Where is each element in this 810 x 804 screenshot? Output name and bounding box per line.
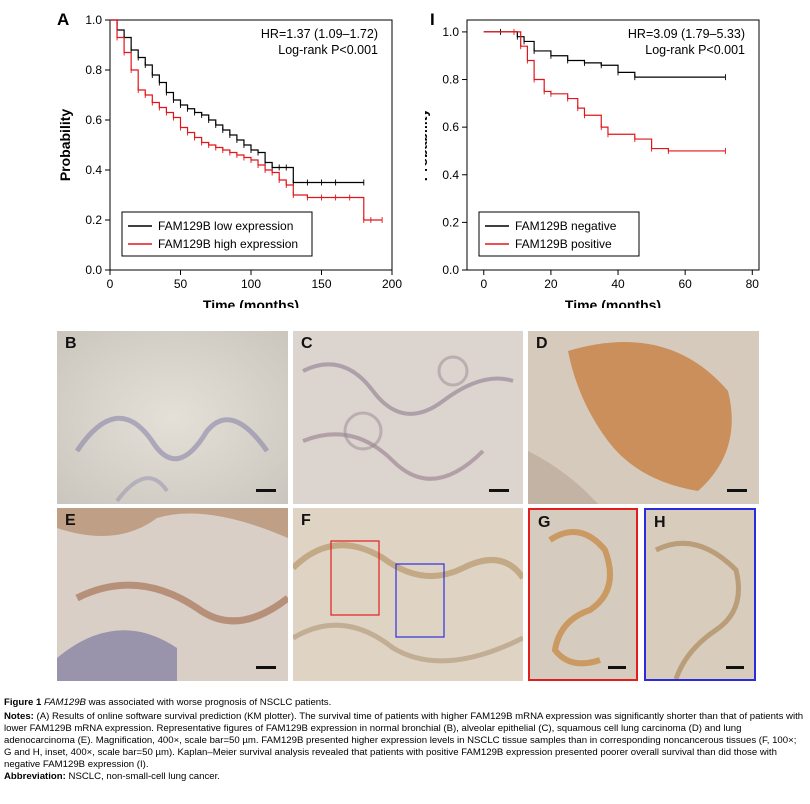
scale-bar (256, 666, 276, 669)
x-tick-label: 150 (311, 277, 331, 291)
legend-box (121, 211, 313, 257)
micrograph-g-image (530, 510, 636, 679)
scale-bar (608, 666, 626, 669)
micrograph-f-image (293, 508, 523, 681)
abbreviation-text: NSCLC, non-small-cell lung cancer. (65, 771, 220, 782)
y-tick-label: 0.8 (85, 63, 102, 77)
hazard-ratio-text: HR=1.37 (1.09–1.72) (261, 27, 378, 41)
micrograph-c: C (293, 331, 523, 504)
y-tick-label: 1.0 (85, 13, 102, 27)
y-tick-label: 0.4 (442, 168, 459, 182)
x-tick-label: 100 (241, 277, 261, 291)
y-tick-label: 0.6 (85, 113, 102, 127)
micrograph-e-image (57, 508, 288, 681)
km-curve-red (110, 19, 383, 221)
notes-label: Notes: (4, 711, 34, 722)
inset-box-g (330, 540, 380, 616)
panel-label-h: H (654, 514, 666, 531)
y-axis-label: Probability (57, 109, 73, 182)
micrograph-h: H (644, 508, 756, 681)
panel-label-f: F (301, 512, 311, 529)
legend-label: FAM129B low expression (158, 219, 293, 233)
y-tick-label: 0.8 (442, 73, 459, 87)
y-tick-label: 0.4 (85, 163, 102, 177)
abbreviation-label: Abbreviation: (4, 771, 66, 782)
scale-bar (489, 489, 509, 492)
micrograph-b: B (57, 331, 288, 504)
y-tick-label: 0.2 (85, 213, 102, 227)
x-tick-label: 0 (107, 277, 114, 291)
figure-label: Figure 1 (4, 697, 42, 708)
legend-label: FAM129B high expression (158, 237, 298, 251)
micrograph-c-image (293, 331, 523, 504)
x-tick-label: 20 (544, 277, 558, 291)
legend-label: FAM129B negative (515, 219, 617, 233)
panel-label-d: D (536, 335, 548, 352)
legend-label: FAM129B positive (515, 237, 612, 251)
micrograph-d: D (528, 331, 759, 504)
km-plot-a: 0.0 0.2 0.4 0.6 0.8 1.0 0 50 100 150 200 Time (mont… (57, 13, 402, 308)
panel-label-g: G (538, 514, 551, 531)
y-tick-label: 0.2 (442, 215, 459, 229)
x-tick-label: 80 (746, 277, 760, 291)
logrank-text: Log-rank P<0.001 (278, 43, 378, 57)
hazard-ratio-text: HR=3.09 (1.79–5.33) (628, 27, 745, 41)
scale-bar (256, 489, 276, 492)
x-tick-label: 50 (174, 277, 188, 291)
figure-caption: Figure 1 FAM129B was associated with wor… (4, 697, 804, 783)
plot-frame (466, 19, 760, 271)
x-tick-label: 40 (611, 277, 625, 291)
km-plot-i: 0.0 0.2 0.4 0.6 0.8 1.0 0 20 40 60 80 Time (months)… (425, 19, 760, 308)
caption-abbreviation: Abbreviation: NSCLC, non-small-cell lung… (4, 771, 804, 783)
caption-title: Figure 1 FAM129B was associated with wor… (4, 697, 804, 709)
y-tick-label: 0.6 (442, 120, 459, 134)
x-tick-label: 200 (382, 277, 402, 291)
micrograph-h-image (646, 510, 754, 679)
scale-bar (726, 666, 744, 669)
micrograph-e: E (57, 508, 288, 681)
panel-letter-i: I (430, 10, 435, 29)
y-tick-label: 1.0 (442, 25, 459, 39)
caption-title-gene: FAM129B (44, 697, 86, 708)
inset-box-h (395, 563, 445, 638)
panel-letter-a: A (57, 10, 70, 29)
panel-label-e: E (65, 512, 76, 529)
y-tick-label: 0.0 (85, 263, 102, 277)
panel-label-c: C (301, 335, 313, 352)
x-axis-label: Time (months) (203, 297, 299, 308)
x-tick-label: 60 (678, 277, 692, 291)
x-axis-label: Time (months) (565, 297, 661, 308)
micrograph-d-image (528, 331, 759, 504)
panel-label-b: B (65, 335, 77, 352)
km-curve-red (483, 31, 726, 152)
scale-bar (727, 489, 747, 492)
caption-title-text: was associated with worse prognosis of N… (85, 697, 332, 708)
logrank-text: Log-rank P<0.001 (645, 43, 745, 57)
km-curve-black (110, 19, 364, 184)
y-axis-label: Probability (425, 109, 430, 182)
notes-text: (A) Results of online software survival … (4, 711, 804, 770)
y-tick-label: 0.0 (442, 263, 459, 277)
x-tick-label: 0 (480, 277, 487, 291)
micrograph-b-image (57, 331, 288, 504)
legend-box (478, 211, 640, 257)
micrograph-g: G (528, 508, 638, 681)
caption-notes: Notes: (A) Results of online software su… (4, 711, 804, 771)
micrograph-f: F (293, 508, 523, 681)
